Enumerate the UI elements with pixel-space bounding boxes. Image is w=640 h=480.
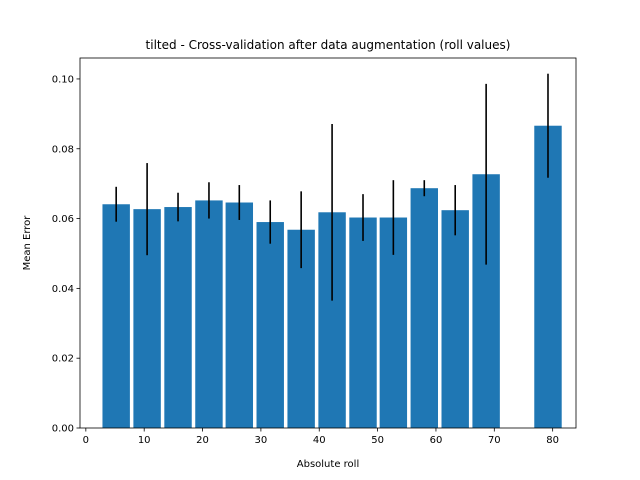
axes-layer: 0 10 20 30 40 50 60 70 80 0.00 0.02 0.04 0.06 0.08 0.1… (52, 57, 577, 446)
y-tick-label-2: 0.04 (52, 284, 74, 295)
error-bars-layer (115, 73, 549, 301)
x-tick-label-3: 30 (255, 435, 268, 446)
bar-4 (225, 202, 254, 428)
bar-0 (102, 204, 130, 428)
x-tick-label-1: 10 (138, 435, 151, 446)
x-tick-label-4: 40 (313, 435, 326, 446)
y-axis-label: Mean Error (22, 215, 33, 271)
y-tick-label-0: 0.00 (52, 424, 74, 435)
x-tick-label-2: 20 (196, 435, 209, 446)
y-tick-label-4: 0.08 (52, 144, 74, 155)
x-tick-label-7: 70 (488, 435, 501, 446)
y-tick-label-5: 0.10 (52, 74, 74, 85)
x-tick-label-0: 0 (83, 435, 89, 446)
bar-8 (349, 217, 377, 428)
x-axis-label: Absolute roll (297, 459, 359, 470)
x-tick-label-6: 60 (430, 435, 443, 446)
bar-2 (164, 207, 192, 428)
bar-3 (195, 200, 223, 428)
bars-layer (102, 125, 562, 428)
x-tick-label-5: 50 (371, 435, 384, 446)
plot-frame (79, 57, 577, 429)
y-tick-label-1: 0.02 (52, 354, 74, 365)
bar-10 (410, 188, 438, 428)
bar-5 (256, 222, 284, 428)
bar-11 (441, 210, 469, 428)
chart-title: tilted - Cross-validation after data aug… (146, 38, 511, 52)
x-tick-label-8: 80 (546, 435, 559, 446)
y-tick-label-3: 0.06 (52, 214, 74, 225)
